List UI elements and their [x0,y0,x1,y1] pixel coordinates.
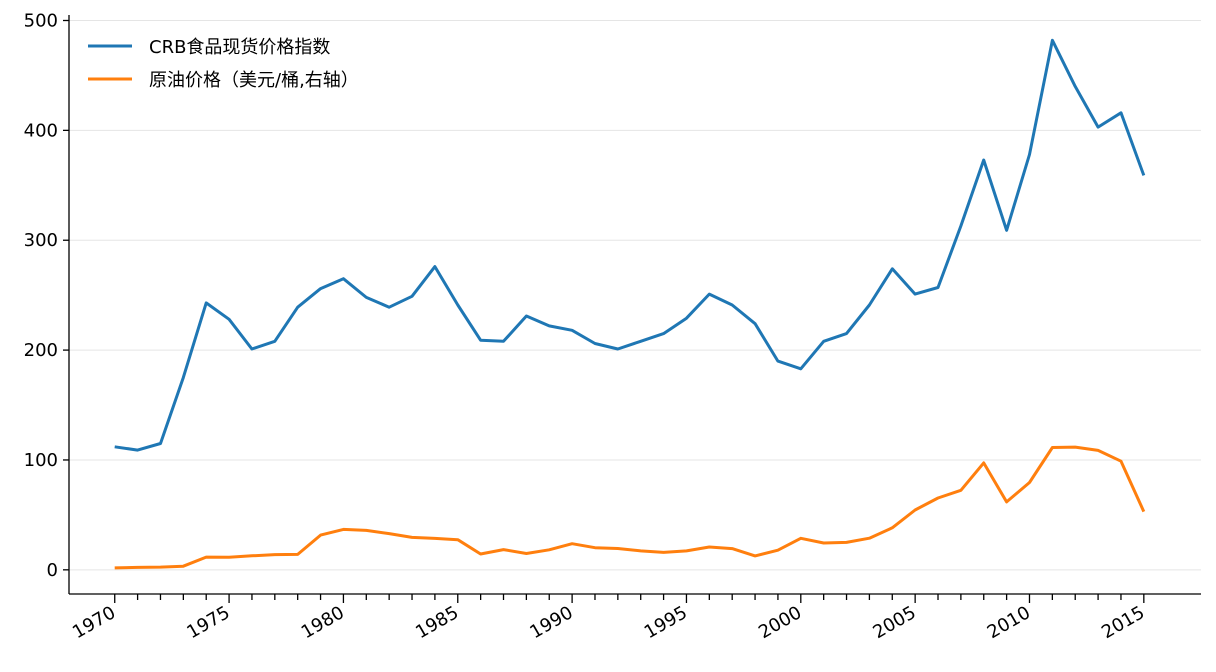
x-tick-label-2000: 2000 [755,602,805,643]
y-tick-label-100: 100 [24,450,58,471]
series-lines [114,38,1146,570]
x-tick-label-2005: 2005 [869,602,919,643]
y-tick-label-500: 500 [24,10,58,31]
y-tick-label-200: 200 [24,340,58,361]
x-tick-label-1970: 1970 [69,602,119,643]
y-tick-label-0: 0 [47,560,58,581]
x-tick-label-2010: 2010 [984,602,1034,643]
series-line-1 [114,445,1146,570]
y-tick-label-300: 300 [24,230,58,251]
gridlines [69,19,1201,571]
legend-label-oil: 原油价格（美元/桶,右轴） [149,70,359,91]
x-ticks: 1970 1975 1980 1985 1990 1995 2000 2005 2010 2015 [69,594,1148,643]
legend: CRB食品现货价格指数 原油价格（美元/桶,右轴） [88,37,359,91]
x-tick-label-1975: 1975 [183,602,233,643]
x-tick-label-1980: 1980 [298,602,348,643]
legend-label-crb: CRB食品现货价格指数 [149,37,330,58]
x-tick-label-1985: 1985 [412,602,462,643]
axes [68,15,1201,595]
x-tick-label-2015: 2015 [1098,602,1148,643]
y-tick-label-400: 400 [24,120,58,141]
x-tick-label-1995: 1995 [641,602,691,643]
x-tick-label-1990: 1990 [526,602,576,643]
series-line-0 [114,38,1146,452]
y-ticks: 0 100 200 300 400 500 [24,10,69,581]
